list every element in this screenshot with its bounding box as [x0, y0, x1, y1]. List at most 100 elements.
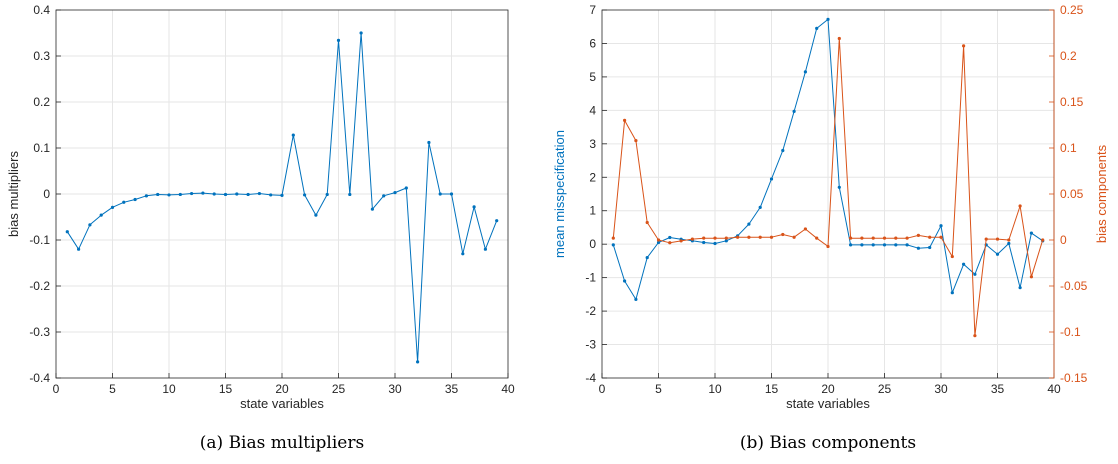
data-point: [212, 192, 216, 196]
y-tick-label: 0: [43, 187, 50, 201]
y-tick-label: -2: [585, 304, 596, 318]
data-point: [882, 243, 887, 247]
y-tick-label: 3: [589, 137, 596, 151]
y-tick-label: -3: [585, 338, 596, 352]
data-point: [713, 236, 717, 240]
data-point: [905, 236, 909, 240]
data-point: [668, 241, 672, 245]
data-point: [645, 255, 649, 260]
data-point: [472, 205, 476, 209]
data-point: [133, 197, 137, 202]
data-point: [769, 235, 774, 239]
data-point: [815, 236, 819, 240]
x-tick-label: 0: [53, 382, 60, 396]
data-point: [747, 222, 751, 226]
y-tick-label: 0.2: [33, 95, 50, 109]
data-point: [668, 235, 672, 240]
data-point: [656, 240, 661, 245]
figure-caption: (b) Bias components: [740, 433, 916, 453]
y-right-tick-label: -0.15: [1060, 371, 1088, 385]
data-point: [280, 193, 284, 197]
data-point: [190, 191, 194, 196]
data-point: [611, 243, 615, 247]
x-tick-label: 25: [878, 382, 892, 396]
y-tick-label: 0.4: [33, 3, 50, 17]
data-point: [781, 232, 785, 237]
data-point: [122, 200, 126, 204]
data-point: [314, 213, 318, 217]
data-point: [1018, 286, 1022, 290]
data-point: [438, 192, 442, 196]
data-point: [65, 230, 69, 234]
data-point: [1029, 275, 1033, 279]
data-point: [973, 272, 977, 276]
data-point: [792, 235, 796, 239]
data-point: [837, 185, 841, 189]
data-point: [99, 213, 103, 217]
data-point: [393, 191, 397, 195]
data-point: [803, 227, 808, 231]
data-point: [849, 236, 853, 240]
y-right-tick-label: -0.05: [1060, 279, 1088, 293]
x-axis-label: state variables: [786, 396, 870, 411]
data-point: [803, 70, 808, 74]
y-right-tick-label: 0.1: [1060, 141, 1077, 155]
y-right-tick-label: 0.15: [1060, 95, 1084, 109]
data-point: [995, 237, 1000, 241]
x-tick-label: 40: [501, 382, 515, 396]
data-point: [815, 26, 819, 30]
x-tick-label: 35: [445, 382, 459, 396]
y-right-tick-label: 0.25: [1060, 3, 1084, 17]
x-tick-label: 5: [109, 382, 116, 396]
data-point: [792, 109, 796, 113]
y-tick-label: 0: [589, 237, 596, 251]
data-point: [370, 207, 374, 211]
data-point: [939, 224, 943, 228]
y-tick-label: -0.4: [29, 371, 50, 385]
data-point: [110, 205, 115, 209]
data-point: [826, 244, 830, 249]
data-point: [928, 245, 932, 250]
data-point: [88, 223, 92, 227]
data-point: [223, 192, 228, 197]
data-point: [984, 237, 988, 241]
y-tick-label: 4: [589, 103, 596, 117]
data-point: [336, 38, 341, 42]
data-point: [382, 194, 386, 198]
data-point: [747, 235, 751, 239]
data-point: [634, 297, 638, 301]
data-point: [758, 205, 762, 209]
data-point: [882, 236, 887, 240]
data-point: [645, 220, 649, 225]
figure-caption: (a) Bias multipliers: [200, 433, 364, 453]
data-point: [849, 243, 853, 247]
data-point: [495, 219, 499, 223]
chart-b: 0 5 10 15 20 25 30 35 40 -4 -3 -2 -1 0 1 2 3 4 5 6 7 -0.15 -0.…: [552, 3, 1109, 453]
y-axis-label: mean misspecification: [552, 130, 567, 258]
data-point: [144, 194, 148, 198]
data-point: [962, 44, 966, 48]
y-tick-label: 5: [589, 70, 596, 84]
data-point: [916, 246, 921, 250]
x-tick-label: 15: [219, 382, 233, 396]
data-point: [871, 243, 875, 247]
y-tick-label: 0.1: [33, 141, 50, 155]
data-point: [77, 247, 81, 251]
data-point: [359, 31, 363, 35]
data-point: [950, 254, 954, 259]
data-point: [950, 291, 954, 295]
data-point: [449, 192, 454, 196]
x-tick-label: 35: [991, 382, 1005, 396]
x-tick-label: 15: [765, 382, 779, 396]
data-point: [348, 192, 352, 197]
y-axis-label: bias multipliers: [6, 151, 21, 237]
data-point: [995, 252, 1000, 256]
y-tick-label: -0.2: [29, 279, 50, 293]
data-point: [781, 148, 785, 153]
data-point: [928, 235, 932, 239]
y-right-tick-label: 0.05: [1060, 187, 1084, 201]
data-point: [679, 239, 683, 243]
data-point: [634, 139, 638, 143]
data-point: [1007, 241, 1011, 246]
data-point: [894, 236, 898, 240]
